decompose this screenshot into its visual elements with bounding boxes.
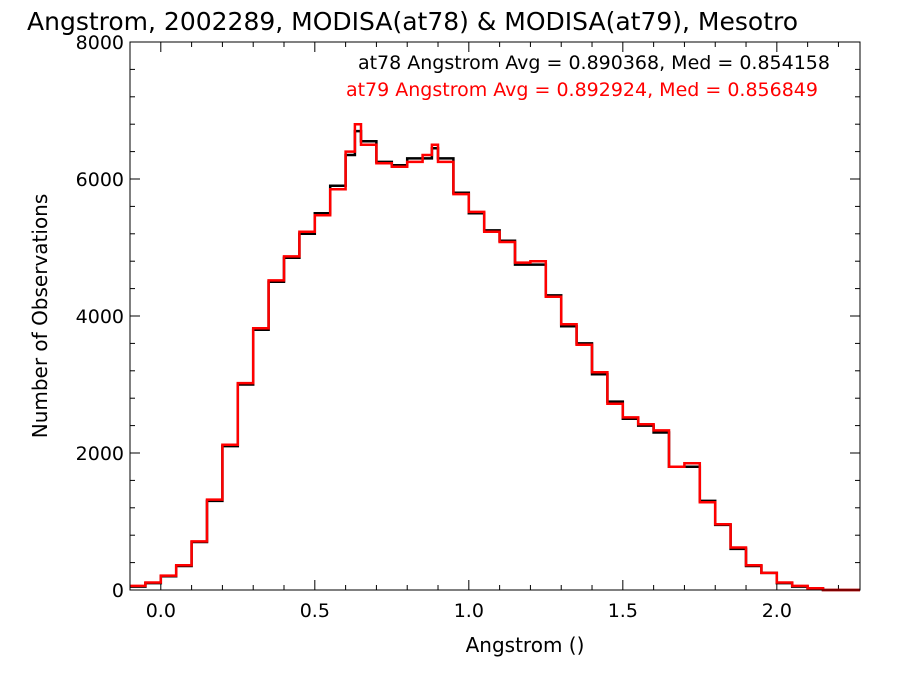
- y-tick-label: 0: [112, 580, 124, 602]
- y-tick-label: 4000: [76, 306, 124, 328]
- axis-ticks: [129, 41, 860, 591]
- series-at78-line: [130, 129, 860, 592]
- x-tick-label: 2.0: [762, 600, 792, 622]
- x-tick-label: 1.0: [454, 600, 484, 622]
- y-axis-label-group: Number of Observations: [28, 194, 52, 439]
- x-axis-label: Angstrom (): [466, 633, 585, 657]
- series-at79-line: [130, 122, 860, 592]
- y-axis-label: Number of Observations: [28, 194, 52, 439]
- x-tick-label: 1.5: [608, 600, 638, 622]
- y-tick-label: 2000: [76, 443, 124, 465]
- legend-at79-stats: at79 Angstrom Avg = 0.892924, Med = 0.85…: [346, 79, 818, 101]
- y-tick-label: 8000: [76, 32, 124, 54]
- plot-frame: [129, 41, 861, 591]
- x-tick-label: 0.5: [300, 600, 330, 622]
- x-tick-label: 0.0: [146, 600, 176, 622]
- chart-title: Angstrom, 2002289, MODISA(at78) & MODISA…: [27, 7, 798, 36]
- series-layer: [130, 122, 860, 592]
- y-tick-label: 6000: [76, 169, 124, 191]
- axis-tick-labels: 0.0 0.5 1.0 1.5 2.0 0 2000 4000 6000 8000: [76, 32, 792, 622]
- legend-at78-stats: at78 Angstrom Avg = 0.890368, Med = 0.85…: [358, 52, 830, 74]
